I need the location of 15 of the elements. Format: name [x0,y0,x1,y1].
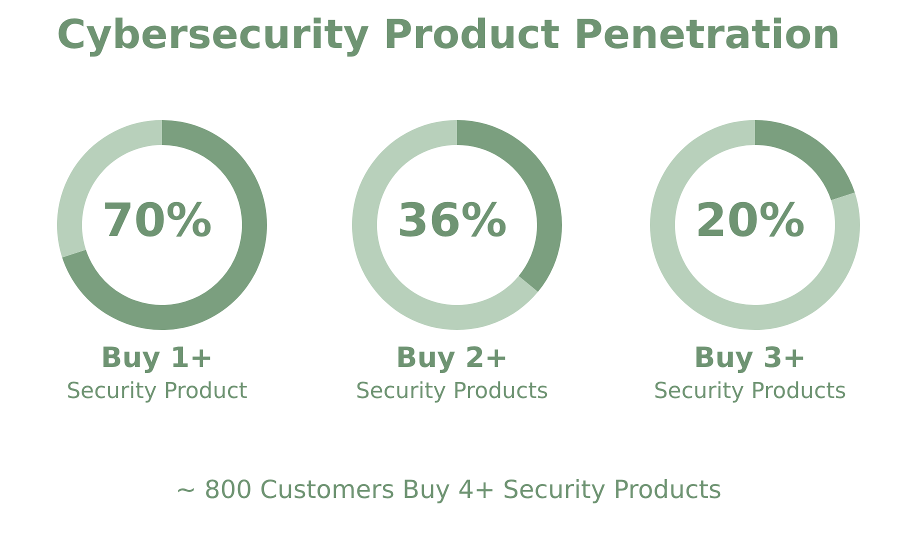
text: ~ 800 Customers Buy 4+ Security Products [174,475,723,504]
text: Buy 1+ [100,340,214,376]
text: Security Products [652,378,848,406]
donut-slice [62,120,267,330]
donut-slice [755,120,855,200]
text: 70% [100,192,214,249]
text: 36% [396,192,508,249]
text: Security Product [66,378,248,406]
text: 20% [694,192,806,249]
text: Buy 2+ [394,340,510,376]
text: Cybersecurity Product Penetration [56,12,842,58]
text: Buy 3+ [692,340,808,376]
donut-slice [650,120,860,330]
donut-slice [352,120,538,330]
text: Security Products [354,378,550,406]
